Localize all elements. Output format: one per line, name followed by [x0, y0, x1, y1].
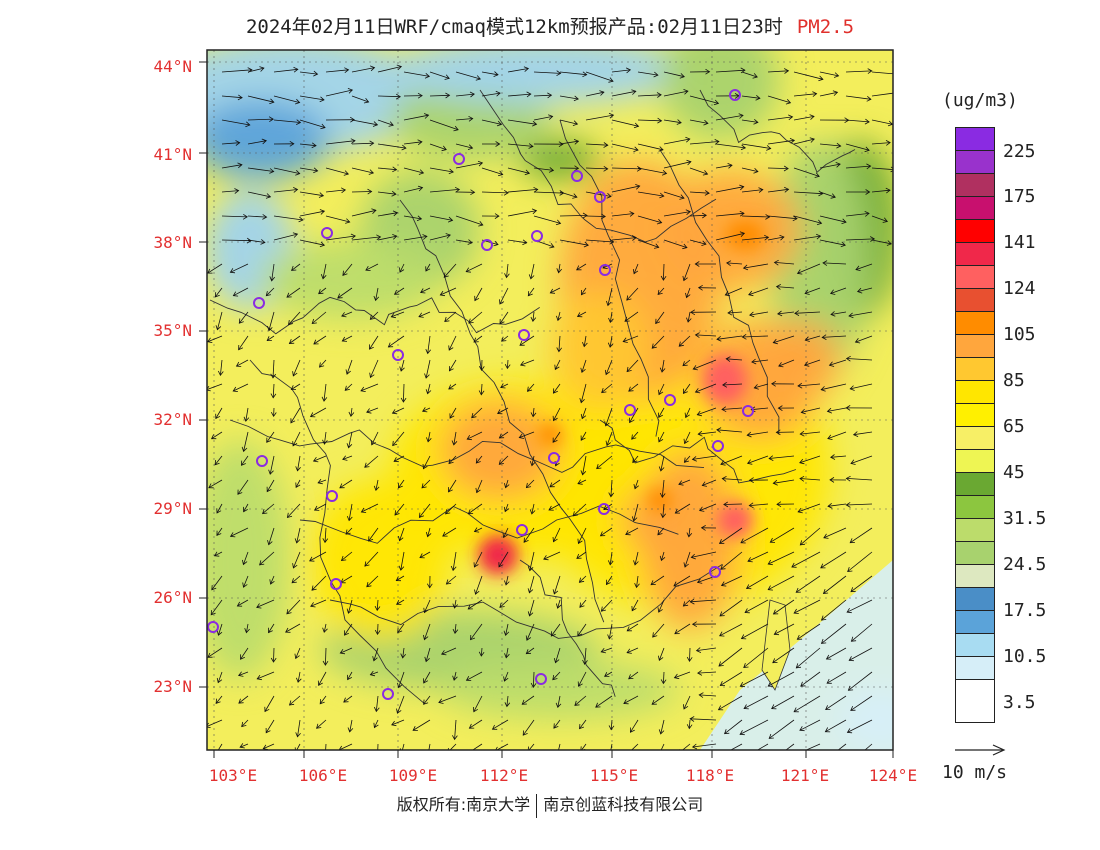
lat-label: 26°N: [153, 588, 192, 607]
legend-swatch: [955, 472, 995, 496]
legend-label: 17.5: [1003, 600, 1047, 621]
lon-label: 112°E: [479, 766, 529, 785]
legend-label: 105: [1003, 324, 1036, 345]
axis-ticks: [199, 61, 894, 758]
legend-swatch: [955, 173, 995, 197]
legend-swatch: [955, 403, 995, 427]
legend-swatch: [955, 380, 995, 404]
legend-swatch: [955, 288, 995, 312]
map-title: 2024年02月11日WRF/cmaq模式12km预报产品:02月11日23时 P…: [0, 12, 1100, 39]
legend-swatch: [955, 357, 995, 381]
lat-label: 38°N: [153, 233, 192, 252]
concentration-field: [207, 50, 893, 750]
province-boundaries: [209, 89, 856, 705]
lon-label: 124°E: [868, 766, 918, 785]
lat-label: 41°N: [153, 145, 192, 164]
lat-label: 35°N: [153, 321, 192, 340]
legend-label: 31.5: [1003, 508, 1047, 529]
wind-reference-arrow: [955, 744, 1006, 756]
footer-divider: [536, 793, 538, 818]
title-text: 2024年02月11日WRF/cmaq模式12km预报产品:02月11日23时: [245, 16, 783, 38]
legend-label: 45: [1003, 462, 1025, 483]
lat-label: 32°N: [153, 410, 192, 429]
legend-swatch: [955, 656, 995, 680]
legend-swatch: [955, 196, 995, 220]
legend-label: 141: [1003, 232, 1036, 253]
pollutant-label: PM2.5: [796, 16, 855, 38]
copyright-footer: 版权所有:南京大学 南京创蓝科技有限公司: [0, 791, 1100, 818]
legend-swatch: [955, 495, 995, 519]
legend-label: 24.5: [1003, 554, 1047, 575]
lat-label: 23°N: [153, 677, 192, 696]
lon-label: 115°E: [589, 766, 639, 785]
lon-label: 121°E: [780, 766, 830, 785]
legend-swatch: [955, 541, 995, 565]
legend-swatch: [955, 426, 995, 450]
legend-label: 10.5: [1003, 646, 1047, 667]
legend-swatch: [955, 564, 995, 588]
legend-swatch: [955, 219, 995, 243]
legend-swatch: [955, 449, 995, 473]
wind-reference-label: 10 m/s: [942, 762, 1008, 783]
copyright-company: 南京创蓝科技有限公司: [543, 795, 704, 814]
lon-label: 106°E: [298, 766, 348, 785]
lon-label: 103°E: [208, 766, 258, 785]
legend-label: 124: [1003, 278, 1036, 299]
legend-swatch: [955, 633, 995, 657]
legend-swatch: [955, 242, 995, 266]
legend-label: 65: [1003, 416, 1025, 437]
legend-swatch: [955, 518, 995, 542]
legend-swatch: [955, 334, 995, 358]
legend-unit: (ug/m3): [942, 90, 1018, 111]
legend-swatch: [955, 150, 995, 174]
city-markers: [207, 89, 754, 700]
legend-label: 85: [1003, 370, 1025, 391]
lon-label: 118°E: [685, 766, 735, 785]
legend-swatch: [955, 587, 995, 611]
legend-swatch: [955, 679, 995, 723]
legend-label: 3.5: [1003, 692, 1036, 713]
lat-label: 44°N: [153, 57, 192, 76]
legend-swatch: [955, 265, 995, 289]
legend-swatch: [955, 127, 995, 151]
legend-label: 225: [1003, 141, 1036, 162]
legend-swatch: [955, 311, 995, 335]
lon-label: 109°E: [388, 766, 438, 785]
copyright-owner: 版权所有:南京大学: [396, 795, 531, 814]
map-frame: [206, 49, 894, 751]
wind-vectors: [207, 64, 893, 750]
legend-swatch: [955, 610, 995, 634]
lat-lon-gridlines: [207, 50, 893, 750]
legend-label: 175: [1003, 186, 1036, 207]
lat-label: 29°N: [153, 499, 192, 518]
